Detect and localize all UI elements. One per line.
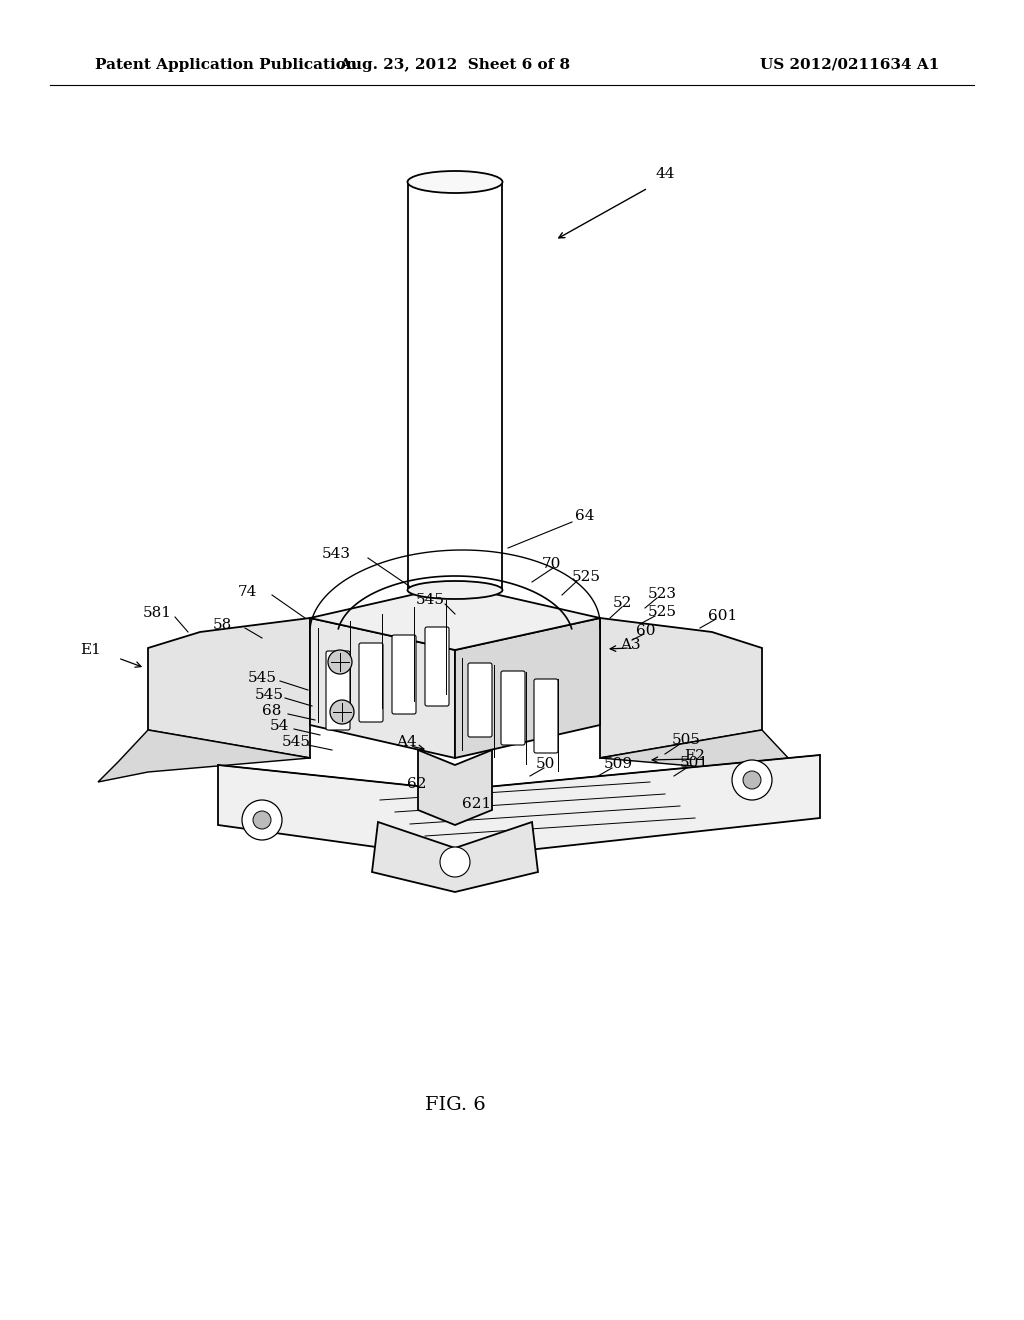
Polygon shape [148, 618, 310, 758]
Text: FIG. 6: FIG. 6 [425, 1096, 485, 1114]
Text: A3: A3 [620, 638, 641, 652]
Text: Aug. 23, 2012  Sheet 6 of 8: Aug. 23, 2012 Sheet 6 of 8 [339, 58, 570, 73]
Polygon shape [310, 618, 455, 758]
Text: 543: 543 [322, 546, 351, 561]
Polygon shape [600, 730, 812, 781]
Text: 545: 545 [255, 688, 284, 702]
Circle shape [328, 649, 352, 675]
Text: 70: 70 [542, 557, 561, 572]
Polygon shape [98, 730, 310, 781]
FancyBboxPatch shape [468, 663, 492, 737]
FancyBboxPatch shape [392, 635, 416, 714]
Text: 44: 44 [655, 168, 675, 181]
Text: 525: 525 [572, 570, 601, 583]
Text: 64: 64 [575, 510, 595, 523]
Text: 62: 62 [407, 777, 427, 791]
FancyBboxPatch shape [501, 671, 525, 744]
Text: 58: 58 [213, 618, 232, 632]
Text: 621: 621 [462, 797, 492, 810]
Ellipse shape [408, 172, 503, 193]
Text: E1: E1 [80, 643, 101, 657]
FancyBboxPatch shape [359, 643, 383, 722]
Text: 52: 52 [613, 597, 633, 610]
Text: 545: 545 [416, 593, 445, 607]
Circle shape [743, 771, 761, 789]
Circle shape [242, 800, 282, 840]
Text: A4: A4 [396, 735, 417, 748]
Text: 509: 509 [604, 756, 633, 771]
Text: Patent Application Publication: Patent Application Publication [95, 58, 357, 73]
Text: 601: 601 [708, 609, 737, 623]
Text: 74: 74 [238, 585, 257, 599]
Polygon shape [455, 618, 600, 758]
Polygon shape [418, 750, 492, 825]
Text: 525: 525 [648, 605, 677, 619]
Text: 545: 545 [282, 735, 311, 748]
Ellipse shape [408, 581, 503, 599]
Circle shape [330, 700, 354, 723]
Polygon shape [310, 585, 600, 649]
Polygon shape [372, 822, 538, 892]
Text: 501: 501 [680, 756, 710, 770]
Text: 60: 60 [636, 624, 655, 638]
Text: 545: 545 [248, 671, 278, 685]
Text: 523: 523 [648, 587, 677, 601]
Text: E2: E2 [684, 748, 705, 763]
FancyBboxPatch shape [326, 651, 350, 730]
Circle shape [440, 847, 470, 876]
Polygon shape [218, 755, 820, 858]
Text: 54: 54 [270, 719, 290, 733]
Text: 581: 581 [143, 606, 172, 620]
Text: 505: 505 [672, 733, 701, 747]
Polygon shape [600, 618, 762, 758]
FancyBboxPatch shape [425, 627, 449, 706]
Text: US 2012/0211634 A1: US 2012/0211634 A1 [760, 58, 939, 73]
Circle shape [732, 760, 772, 800]
Text: 50: 50 [536, 756, 555, 771]
Circle shape [253, 810, 271, 829]
FancyBboxPatch shape [534, 678, 558, 752]
Text: 68: 68 [262, 704, 282, 718]
